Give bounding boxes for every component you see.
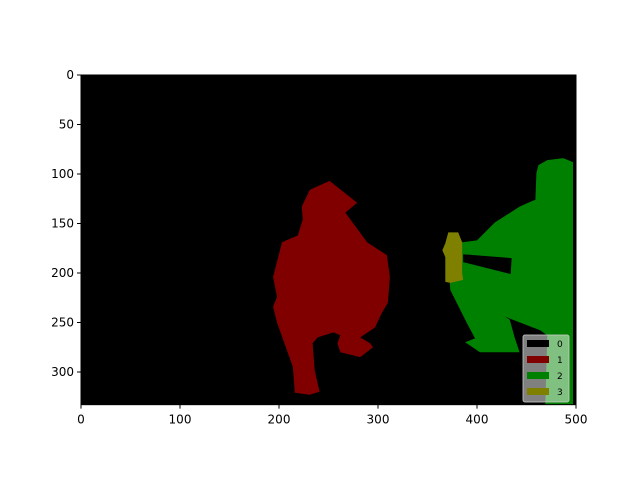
legend-label-0: 0 [557,340,563,350]
region-class-2 [448,158,574,405]
axes-frame [80,74,577,406]
y-tick-label: 150 [51,217,74,231]
y-tick-label: 300 [51,365,74,379]
legend-swatch-3 [527,388,549,395]
x-tick-label: 500 [565,413,588,427]
region-class-1 [273,180,390,395]
y-tick-label: 50 [59,118,74,132]
x-tick-label: 0 [77,413,85,427]
region-class-0 [463,254,512,274]
axes: 0 100 200 300 400 500 0 50 100 150 200 250 300 [51,68,587,427]
legend-swatch-0 [527,340,549,347]
x-tick-label: 300 [367,413,390,427]
y-tick-label: 100 [51,167,74,181]
y-tick-label: 250 [51,316,74,330]
x-tick-label: 200 [268,413,291,427]
legend-label-2: 2 [557,372,563,382]
region-class-3 [442,232,464,283]
legend: 0 1 2 3 [522,334,570,403]
x-tick-label: 400 [466,413,489,427]
legend-box [522,334,570,403]
legend-swatch-1 [527,356,549,363]
legend-swatch-2 [527,372,549,379]
y-tick-label: 0 [66,68,74,82]
plot-area [81,75,576,405]
x-tick-label: 100 [169,413,192,427]
legend-label-1: 1 [557,356,563,366]
y-tick-label: 200 [51,266,74,280]
legend-label-3: 3 [557,388,563,398]
